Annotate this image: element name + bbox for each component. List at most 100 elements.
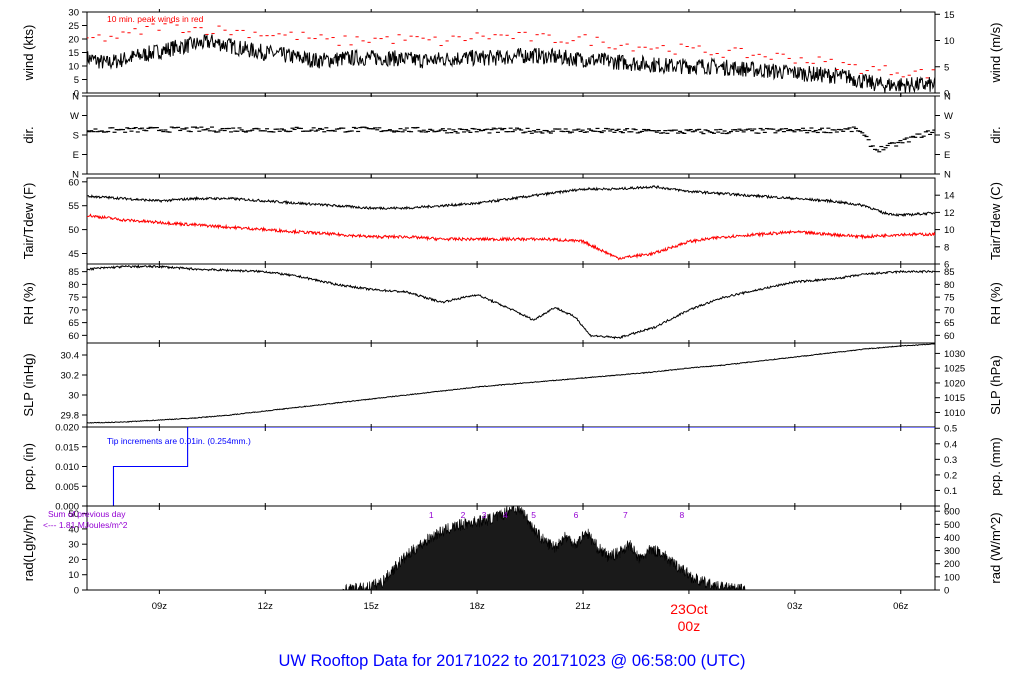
y-tick-label-left: 30: [68, 8, 79, 19]
series-temp-1: [87, 213, 935, 261]
radiation-marker-label: 8: [680, 510, 685, 520]
y-tick-label-right: 5: [944, 62, 949, 73]
y-tick-label-right: 0.5: [944, 424, 957, 435]
radiation-sum-annotation: <--- 1.81 MJoules/m^2: [43, 520, 128, 530]
series-rad: [342, 506, 746, 590]
plot-area: [87, 126, 935, 153]
plot-area: [87, 264, 935, 340]
radiation-sum-annotation: Sum of previous day: [48, 509, 126, 519]
y-axis-title-right: pcp. (mm): [988, 437, 1003, 496]
y-tick-label-left: 10: [68, 570, 79, 581]
y-tick-label-right: 12: [944, 208, 955, 219]
y-tick-label-right: 80: [944, 280, 955, 291]
y-tick-label-right: 85: [944, 267, 955, 278]
y-tick-label-left: 30: [68, 391, 79, 402]
y-tick-label-left: 5: [74, 75, 79, 86]
y-tick-label-right: 15: [944, 10, 955, 21]
y-tick-label-left: 50: [68, 509, 79, 520]
y-tick-label-right: 0.2: [944, 470, 957, 481]
radiation-marker-label: 7: [623, 510, 628, 520]
y-tick-label-right: 0: [944, 89, 949, 100]
series-rh-0: [87, 264, 935, 340]
y-tick-label-left: 30.2: [61, 371, 80, 382]
panel-pcp: 0.000 0.005 0.010 0.015 0.020 0 0.1 0.2 0.3 0.4 0.…: [21, 423, 1003, 513]
x-tick-label: 18z: [469, 601, 485, 612]
radiation-marker-label: 5: [531, 510, 536, 520]
y-tick-label-left: E: [73, 150, 79, 161]
y-tick-label-right: 200: [944, 559, 960, 570]
y-tick-label-right: 0: [944, 586, 949, 597]
y-tick-label-right: E: [944, 150, 950, 161]
y-tick-label-right: 1030: [944, 349, 965, 360]
y-tick-label-left: 45: [68, 249, 79, 260]
y-axis-title-left: pcp. (in): [21, 443, 36, 490]
y-tick-label-left: 0.020: [55, 423, 79, 434]
series-temp-0: [87, 184, 935, 218]
panel-rad: 010203040500100200300400500600rad(Lgly/h…: [21, 503, 1003, 612]
y-tick-label-right: 75: [944, 293, 955, 304]
y-axis-title-right: dir.: [988, 126, 1003, 143]
y-tick-label-left: 85: [68, 267, 79, 278]
plot-area: [87, 184, 935, 261]
y-tick-label-right: N: [944, 92, 951, 103]
y-axis-title-left: Tair/Tdew (F): [21, 183, 36, 260]
y-tick-label-left: 65: [68, 318, 79, 329]
y-tick-label-left: 30.4: [61, 351, 80, 362]
y-tick-label-left: 25: [68, 21, 79, 32]
y-axis-title-left: RH (%): [21, 282, 36, 325]
y-tick-label-right: 1010: [944, 408, 965, 419]
panel-frame: [86, 95, 936, 175]
plot-area: [87, 22, 935, 93]
y-tick-label-right: 100: [944, 572, 960, 583]
radiation-marker-label: 4: [503, 510, 508, 520]
plot-area: [87, 343, 935, 424]
y-tick-label-left: 0.005: [55, 482, 79, 493]
series-wind-0: [87, 34, 935, 93]
y-tick-label-left: W: [70, 111, 79, 122]
y-axis-title-left: SLP (inHg): [21, 353, 36, 416]
series-pcp-0: [87, 427, 935, 506]
y-tick-label-left: 0: [74, 89, 79, 100]
x-tick-label: 12z: [258, 601, 274, 612]
y-tick-label-left: 40: [68, 524, 79, 535]
y-tick-label-left: 10: [68, 62, 79, 73]
series-slp-0: [87, 343, 935, 424]
y-tick-label-right: 14: [944, 191, 955, 202]
y-tick-label-left: 30: [68, 540, 79, 551]
y-tick-label-right: 1015: [944, 393, 965, 404]
y-tick-label-left: 75: [68, 293, 79, 304]
y-axis-title-right: wind (m/s): [988, 23, 1003, 84]
y-tick-label-right: 1025: [944, 364, 965, 375]
x-tick-label: 03z: [787, 601, 803, 612]
y-tick-label-left: 0.000: [55, 502, 79, 513]
radiation-marker-label: 1: [429, 510, 434, 520]
chart-title: UW Rooftop Data for 20171022 to 20171023…: [278, 652, 745, 670]
precip-annotation: Tip increments are 0.01in. (0.254mm.): [107, 436, 251, 446]
y-tick-label-right: 0.4: [944, 439, 957, 450]
y-tick-label-left: S: [73, 131, 79, 142]
y-tick-label-right: 400: [944, 533, 960, 544]
radiation-marker-label: 6: [574, 510, 579, 520]
radiation-marker-label: 2: [461, 510, 466, 520]
y-tick-label-right: 300: [944, 546, 960, 557]
y-tick-label-right: 0.1: [944, 486, 957, 497]
date-marker-time: 00z: [678, 618, 701, 634]
y-axis-title-right: SLP (hPa): [988, 355, 1003, 415]
y-tick-label-left: 80: [68, 280, 79, 291]
x-tick-label: 09z: [152, 601, 168, 612]
y-tick-label-left: 60: [68, 331, 79, 342]
y-tick-label-right: 1020: [944, 378, 965, 389]
y-tick-label-left: 0: [74, 586, 79, 597]
y-axis-title-left: wind (kts): [21, 25, 36, 82]
date-marker-label: 23Oct: [670, 601, 707, 617]
y-tick-label-right: N: [944, 170, 951, 181]
radiation-marker-label: 3: [482, 510, 487, 520]
y-tick-label-right: 500: [944, 520, 960, 531]
y-tick-label-left: 70: [68, 305, 79, 316]
panel-wind: 0 5 10 15 20 25 30 0 5 10 15 wind (kts) wind (m/s) 10…: [21, 8, 1003, 100]
panel-frame: [86, 263, 936, 344]
y-axis-title-right: rad (W/m^2): [988, 512, 1003, 583]
